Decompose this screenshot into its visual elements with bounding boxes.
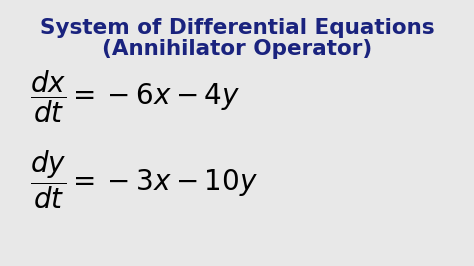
Text: (Annihilator Operator): (Annihilator Operator) (102, 39, 372, 59)
Text: $\dfrac{dy}{dt} = -3x - 10y$: $\dfrac{dy}{dt} = -3x - 10y$ (30, 148, 258, 211)
Text: $\dfrac{dx}{dt} = -6x - 4y$: $\dfrac{dx}{dt} = -6x - 4y$ (30, 68, 240, 125)
Text: System of Differential Equations: System of Differential Equations (40, 18, 434, 38)
